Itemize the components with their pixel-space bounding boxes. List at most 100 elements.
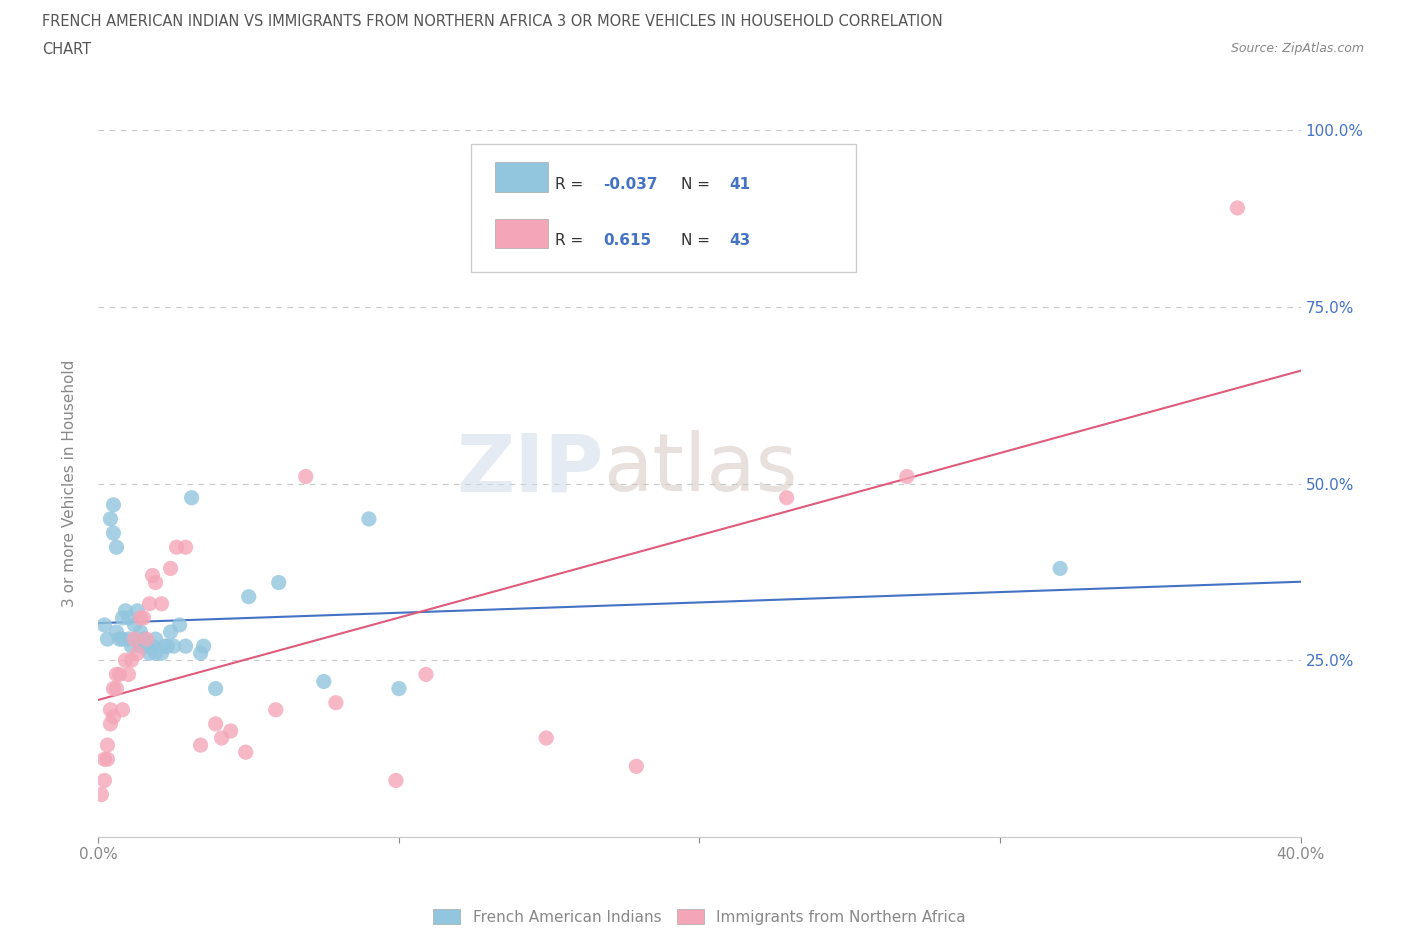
Point [385, 773, 408, 788]
Point [90, 787, 112, 802]
Point [174, 639, 197, 654]
Point [238, 590, 260, 604]
Text: 43: 43 [730, 232, 751, 247]
FancyBboxPatch shape [471, 144, 856, 272]
Point [325, 696, 347, 711]
Point [135, 631, 157, 646]
Point [108, 667, 131, 682]
Point [534, 731, 557, 746]
Point [388, 681, 411, 696]
Point [117, 610, 139, 625]
Point [127, 604, 149, 618]
Text: R =: R = [555, 232, 588, 247]
Point [219, 724, 242, 738]
Point [129, 625, 152, 640]
Point [193, 639, 215, 654]
Point [159, 561, 181, 576]
Point [93, 618, 115, 632]
Point [100, 716, 122, 731]
Point [121, 653, 143, 668]
Text: N =: N = [682, 232, 716, 247]
Point [169, 618, 191, 632]
Point [141, 568, 163, 583]
Point [153, 639, 176, 654]
Point [775, 490, 797, 505]
Point [96, 751, 118, 766]
Point [117, 667, 139, 682]
Point [96, 631, 118, 646]
Point [124, 618, 146, 632]
Point [114, 653, 136, 668]
Point [100, 512, 122, 526]
Point [117, 631, 139, 646]
Point [159, 625, 181, 640]
Point [312, 674, 335, 689]
Point [204, 681, 226, 696]
Point [166, 539, 188, 554]
Text: FRENCH AMERICAN INDIAN VS IMMIGRANTS FROM NORTHERN AFRICA 3 OR MORE VEHICLES IN : FRENCH AMERICAN INDIAN VS IMMIGRANTS FRO… [42, 14, 943, 29]
Point [150, 596, 173, 611]
Point [111, 631, 134, 646]
FancyBboxPatch shape [495, 219, 548, 248]
Point [1049, 561, 1071, 576]
Text: N =: N = [682, 177, 716, 192]
Point [103, 525, 125, 540]
Text: 41: 41 [730, 177, 751, 192]
Point [129, 639, 152, 654]
Point [105, 539, 128, 554]
Point [415, 667, 437, 682]
Point [100, 702, 122, 717]
Point [132, 631, 155, 646]
Text: R =: R = [555, 177, 588, 192]
Point [145, 645, 167, 660]
Point [96, 737, 118, 752]
Point [138, 645, 160, 660]
Point [127, 645, 149, 660]
Point [103, 681, 125, 696]
Point [108, 631, 131, 646]
Y-axis label: 3 or more Vehicles in Household: 3 or more Vehicles in Household [62, 360, 77, 607]
Point [150, 645, 173, 660]
Point [896, 469, 918, 484]
Point [190, 737, 212, 752]
Legend: French American Indians, Immigrants from Northern Africa: French American Indians, Immigrants from… [426, 901, 973, 930]
Point [135, 639, 157, 654]
Point [114, 604, 136, 618]
Text: CHART: CHART [42, 42, 91, 57]
Point [105, 625, 128, 640]
Point [138, 596, 160, 611]
Point [132, 610, 155, 625]
Point [180, 490, 202, 505]
Point [105, 681, 128, 696]
Point [121, 639, 143, 654]
Point [124, 631, 146, 646]
Point [129, 610, 152, 625]
Point [93, 751, 115, 766]
Point [267, 575, 290, 590]
Point [103, 710, 125, 724]
Point [235, 745, 257, 760]
Point [294, 469, 316, 484]
Point [145, 631, 167, 646]
Point [111, 702, 134, 717]
Point [211, 731, 233, 746]
Point [1226, 201, 1249, 216]
Point [145, 575, 167, 590]
Point [190, 645, 212, 660]
Text: -0.037: -0.037 [603, 177, 658, 192]
Point [105, 667, 128, 682]
Point [141, 639, 163, 654]
Text: 0.615: 0.615 [603, 232, 651, 247]
Point [93, 773, 115, 788]
Text: atlas: atlas [603, 431, 797, 509]
Point [357, 512, 380, 526]
Point [111, 610, 134, 625]
Point [264, 702, 287, 717]
Point [174, 539, 197, 554]
Point [103, 498, 125, 512]
Point [162, 639, 184, 654]
FancyBboxPatch shape [495, 162, 548, 192]
Point [626, 759, 648, 774]
Point [156, 639, 179, 654]
Point [204, 716, 226, 731]
